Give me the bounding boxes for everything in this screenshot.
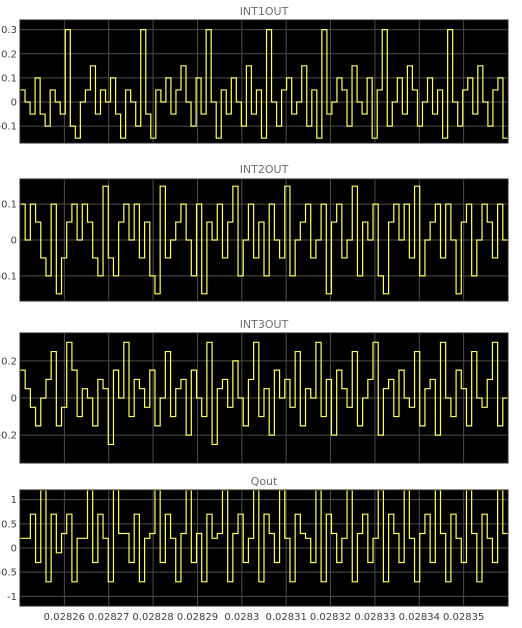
y-tick-label: 0.1 — [1, 73, 17, 84]
x-tick-label: 0.02827 — [88, 612, 129, 623]
y-tick-label: -0.1 — [0, 122, 17, 133]
x-tick-label: 0.02834 — [399, 612, 440, 623]
plot-border — [19, 489, 509, 607]
x-tick-label: 0.0283 — [224, 612, 259, 623]
y-tick-label: 0 — [11, 98, 17, 109]
x-tick-label: 0.02831 — [266, 612, 307, 623]
y-tick-label: 0.3 — [1, 25, 17, 36]
x-tick-label: 0.02826 — [44, 612, 85, 623]
signal-trace — [20, 341, 508, 446]
y-tick-label: 0.2 — [1, 356, 17, 367]
y-tick-label: 0.1 — [1, 200, 17, 211]
y-tick-label: 0.5 — [1, 519, 17, 530]
y-tick-label: 0 — [11, 544, 17, 555]
panel-title: INT3OUT — [240, 318, 289, 331]
plot-border — [19, 178, 509, 302]
panel-title: INT2OUT — [240, 163, 289, 176]
signal-trace — [20, 185, 508, 295]
panel-int3out: INT3OUT -0.2 0 0.2 — [0, 318, 509, 464]
y-tick-label: -0.1 — [0, 271, 17, 282]
y-tick-label: -1 — [7, 592, 17, 603]
y-tick-label: 1 — [11, 495, 17, 506]
y-tick-label: -0.5 — [0, 568, 17, 579]
x-tick-label: 0.02828 — [132, 612, 173, 623]
x-tick-label: 0.02829 — [177, 612, 218, 623]
plot-area — [20, 20, 508, 143]
y-tick-label: 0 — [11, 236, 17, 247]
x-tick-label: 0.02832 — [310, 612, 351, 623]
plot-border — [19, 332, 509, 464]
panel-title: INT1OUT — [240, 5, 289, 18]
signal-trace — [20, 489, 508, 583]
panel-title: Qout — [251, 475, 278, 488]
y-tick-label: -0.2 — [0, 431, 17, 442]
plot-border — [19, 19, 509, 144]
panel-int1out: INT1OUT -0.1 0 0.1 0.2 0.3 — [0, 5, 509, 144]
panel-int2out: INT2OUT -0.1 0 0.1 — [0, 163, 509, 302]
y-tick-label: 0 — [11, 394, 17, 405]
y-tick-label: 0.2 — [1, 49, 17, 60]
x-tick-label: 0.02833 — [354, 612, 395, 623]
signal-trace — [20, 29, 508, 139]
x-tick-label: 0.02835 — [443, 612, 484, 623]
